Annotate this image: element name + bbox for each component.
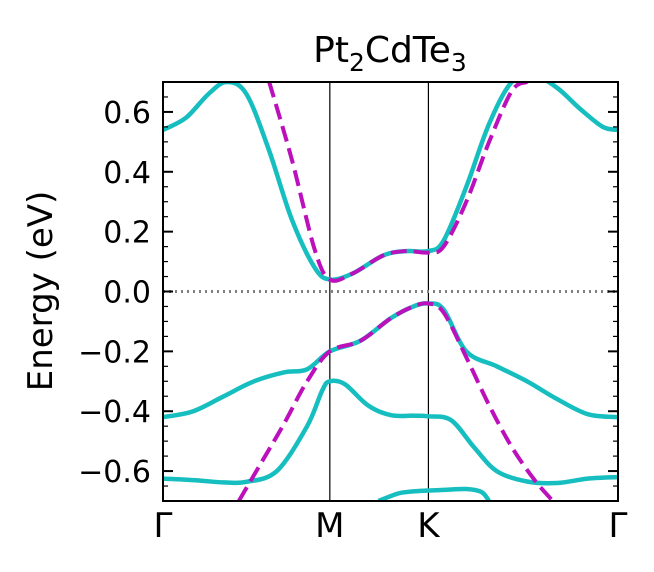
- kpoint-label: Γ: [609, 506, 628, 546]
- kpoint-label: Γ: [154, 506, 173, 546]
- y-tick-label: 0.0: [103, 276, 151, 311]
- plot-frame: [162, 81, 619, 502]
- band-lines: [163, 82, 618, 501]
- y-tick-label: −0.4: [78, 395, 151, 430]
- fit-upper: [267, 82, 529, 283]
- kpoint-label: K: [417, 506, 441, 546]
- y-tick-label: 0.6: [103, 96, 151, 131]
- y-tick-label: −0.6: [78, 455, 151, 490]
- y-tick-label: 0.2: [103, 216, 151, 251]
- y-tick-label: 0.4: [103, 156, 151, 191]
- band-middle: [163, 378, 618, 486]
- fit-lower: [237, 301, 555, 501]
- band-upper-conduction: [163, 82, 618, 282]
- y-axis-label: Energy (eV): [21, 191, 61, 392]
- kpoint-label: M: [315, 506, 344, 546]
- y-tick-label: −0.2: [78, 335, 151, 370]
- axis-ticks: Γ M K Γ 0.6 0.4 0.2 0.0 −0.2 −0.4 −0.6: [78, 81, 628, 546]
- chart-title: Pt2CdTe3: [313, 30, 467, 77]
- band-lower: [377, 486, 491, 501]
